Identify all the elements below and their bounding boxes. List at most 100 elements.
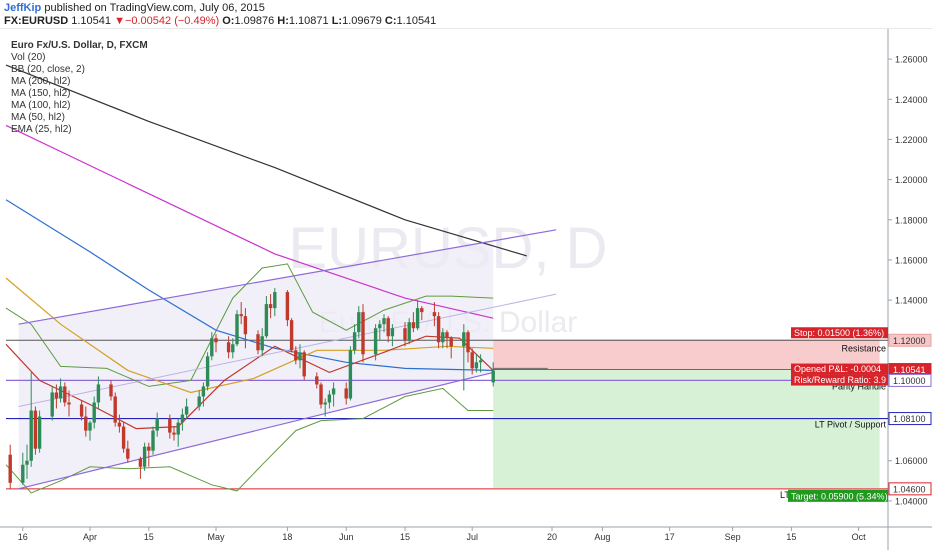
candle-body (172, 432, 176, 435)
last-price: 1.10541 (71, 15, 111, 27)
candle-body (88, 422, 92, 431)
author-link[interactable]: JeffKip (4, 2, 42, 14)
high-value: 1.10871 (288, 15, 329, 27)
candle-body (294, 350, 298, 361)
candle-body (319, 384, 323, 405)
x-tick-label: 16 (18, 532, 28, 542)
candle-body (147, 446, 151, 451)
candle-body (29, 410, 33, 461)
legend-title: Euro Fx/U.S. Dollar, D, FXCM (11, 40, 148, 51)
target-price-label: 1.04600 (888, 482, 932, 496)
candle-body (50, 392, 54, 417)
target-tag-bg (788, 489, 888, 502)
candle-body (273, 292, 277, 309)
candle-body (390, 328, 395, 337)
candle-body (79, 404, 84, 417)
x-tick-label: May (207, 532, 225, 542)
resistance-price-label-text: 1.12000 (893, 336, 926, 346)
candle-body (210, 338, 214, 357)
candle-body (478, 360, 483, 363)
stop-tag-bg (791, 327, 888, 339)
candle-body (449, 338, 453, 347)
lt-target-label: LT (780, 490, 790, 500)
candle-body (361, 312, 365, 355)
candle-body (432, 312, 437, 317)
resistance-price-label: 1.12000 (888, 333, 932, 347)
y-tick-label: 1.24000 (895, 95, 928, 105)
candle-body (445, 332, 449, 339)
target-price-label-text: 1.04600 (893, 484, 926, 494)
candle-body (331, 388, 336, 395)
risk-reward-tag: Risk/Reward Ratio: 3.9 (791, 374, 888, 386)
candle-body (126, 448, 130, 459)
candle-body (214, 338, 218, 343)
legend-indicator[interactable]: Vol (20) (11, 52, 46, 63)
candle-body (289, 320, 294, 351)
legend-indicator[interactable]: BB (20, close, 2) (11, 64, 85, 75)
publish-info: published on TradingView.com, July 06, 2… (44, 2, 265, 14)
down-arrow-icon: ▼ (114, 15, 125, 27)
price-change: −0.00542 (−0.49%) (124, 15, 220, 27)
candle-body (54, 392, 59, 399)
candle-body (264, 304, 269, 337)
x-tick-label: Aug (594, 532, 610, 542)
x-tick-label: 18 (282, 532, 292, 542)
candle-body (63, 386, 67, 403)
candle-body (96, 384, 101, 403)
candle-body (382, 318, 386, 325)
candle-body (33, 410, 38, 449)
legend-indicator[interactable]: MA (200, hl2) (11, 76, 71, 87)
candle-body (407, 322, 411, 341)
x-tick-label: 15 (144, 532, 154, 542)
y-tick-label: 1.18000 (895, 215, 928, 225)
risk-reward-tag-bg (791, 374, 888, 386)
candle-body (415, 308, 420, 329)
candle-body (243, 316, 248, 335)
channel-mid-line (18, 293, 557, 407)
x-tick-label: 15 (400, 532, 410, 542)
candle-body (352, 332, 357, 351)
candle-body (411, 322, 416, 329)
low-value: 1.09679 (342, 15, 382, 27)
x-tick-label: Jun (339, 532, 354, 542)
candle-body (113, 396, 117, 423)
candle-body (260, 336, 264, 351)
ema25-line (5, 335, 494, 430)
candle-body (436, 316, 441, 343)
candle-body (21, 464, 25, 483)
candle-body (466, 332, 470, 353)
candle-body (168, 418, 172, 433)
candle-body (373, 328, 378, 355)
parity-price-label-text: 1.10000 (893, 376, 926, 386)
candle-body (151, 430, 155, 451)
candle-body (84, 416, 88, 431)
candle-body (117, 422, 122, 427)
opened-pnl-tag-bg (791, 363, 888, 375)
candle-body (239, 314, 243, 317)
legend-indicator[interactable]: MA (50, hl2) (11, 112, 65, 123)
lt-pivot-label: LT Pivot / Support (815, 420, 887, 430)
candle-body (8, 454, 12, 483)
ma200-line (5, 64, 527, 257)
opened-pnl-tag: Opened P&L: -0.0004 (791, 363, 888, 375)
y-tick-label: 1.06000 (895, 456, 928, 466)
ohlc-line: FX:EURUSD 1.10541 ▼−0.00542 (−0.49%) O:1… (4, 15, 436, 27)
candle-body (142, 446, 147, 467)
candle-body (92, 402, 96, 423)
resistance-label: Resistance (841, 343, 886, 353)
legend-indicator[interactable]: EMA (25, hl2) (11, 124, 72, 135)
bb-upper-line (5, 263, 494, 387)
last-price-label-text: 1.10541 (893, 365, 926, 375)
legend-indicator[interactable]: MA (100, hl2) (11, 100, 71, 111)
opened-pnl-tag-text: Opened P&L: -0.0004 (794, 364, 881, 374)
candle-body (138, 458, 143, 467)
legend-indicator[interactable]: MA (150, hl2) (11, 88, 71, 99)
candle-body (327, 394, 332, 403)
risk-reward-tag-text: Risk/Reward Ratio: 3.9 (794, 375, 886, 385)
y-tick-label: 1.16000 (895, 255, 928, 265)
candle-body (441, 332, 445, 343)
pivot-price-label-text: 1.08100 (893, 414, 926, 424)
pivot-price-label-bg (888, 412, 932, 426)
candle-body (302, 352, 306, 377)
